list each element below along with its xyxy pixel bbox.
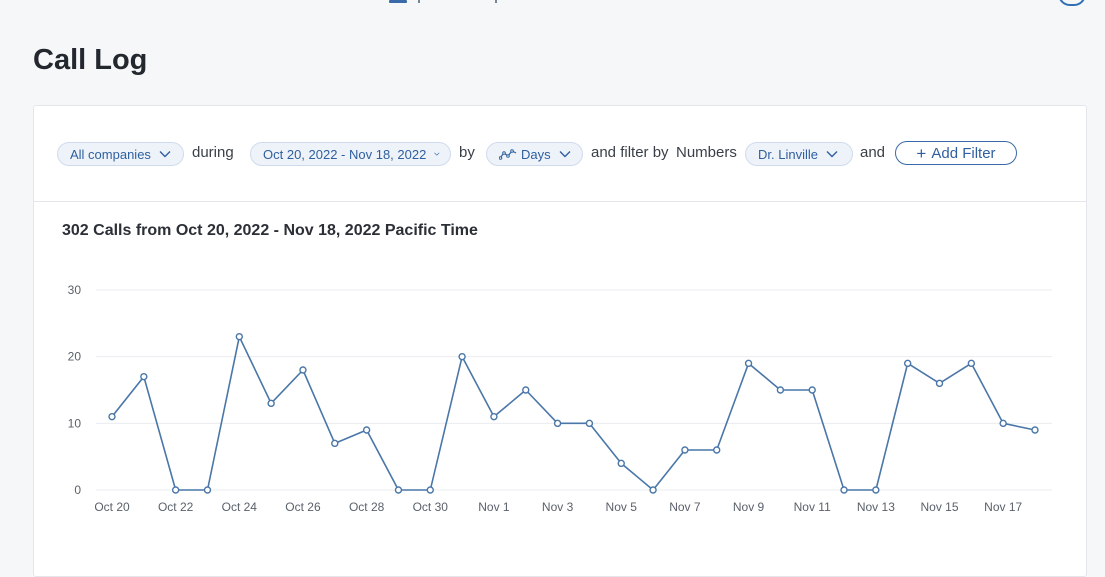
data-point bbox=[935, 379, 944, 388]
filter-bar: All companies during Oct 20, 2022 - Nov … bbox=[34, 106, 1086, 202]
granularity-select[interactable]: Days bbox=[486, 142, 583, 166]
x-tick-label: Oct 30 bbox=[413, 500, 449, 514]
x-tick-label: Oct 20 bbox=[94, 500, 130, 514]
data-point bbox=[681, 446, 689, 454]
during-label: during bbox=[192, 144, 234, 161]
x-tick-label: Oct 26 bbox=[285, 500, 321, 514]
company-select-label: All companies bbox=[70, 146, 151, 162]
y-tick-label: 0 bbox=[74, 483, 81, 497]
number-select[interactable]: Dr. Linville bbox=[745, 142, 853, 166]
chevron-down-icon bbox=[559, 151, 571, 158]
data-point bbox=[522, 386, 530, 394]
data-point bbox=[140, 372, 148, 381]
chart-title: 302 Calls from Oct 20, 2022 - Nov 18, 20… bbox=[62, 222, 478, 239]
x-tick-label: Oct 22 bbox=[158, 500, 194, 514]
company-select[interactable]: All companies bbox=[57, 142, 184, 166]
x-tick-label: Nov 9 bbox=[733, 500, 765, 514]
x-tick-label: Nov 11 bbox=[794, 500, 831, 514]
nav-fragment bbox=[418, 0, 420, 3]
x-tick-label: Nov 5 bbox=[606, 500, 638, 514]
chevron-down-icon bbox=[826, 151, 838, 158]
x-tick-label: Oct 28 bbox=[349, 500, 385, 514]
chevron-down-icon bbox=[434, 152, 440, 156]
data-point bbox=[903, 359, 912, 368]
plus-icon: + bbox=[916, 143, 927, 163]
and-label: and bbox=[860, 144, 886, 161]
data-point bbox=[203, 486, 212, 494]
data-point bbox=[999, 419, 1007, 428]
data-point bbox=[585, 419, 594, 428]
series-line bbox=[111, 335, 1036, 491]
data-point bbox=[1031, 426, 1039, 434]
data-point bbox=[553, 419, 562, 428]
data-point bbox=[299, 366, 307, 374]
data-point bbox=[362, 426, 371, 434]
data-point bbox=[649, 486, 657, 494]
data-point bbox=[458, 352, 466, 361]
x-tick-label: Oct 24 bbox=[222, 500, 258, 514]
y-tick-label: 10 bbox=[68, 416, 82, 430]
data-point bbox=[967, 359, 976, 368]
y-tick-label: 30 bbox=[68, 283, 82, 297]
data-point bbox=[171, 486, 180, 494]
date-range-label: Oct 20, 2022 - Nov 18, 2022 bbox=[263, 146, 427, 162]
date-range-select[interactable]: Oct 20, 2022 - Nov 18, 2022 bbox=[250, 142, 451, 166]
by-label: by bbox=[459, 144, 475, 161]
chevron-down-icon bbox=[159, 151, 171, 158]
data-point bbox=[808, 386, 816, 394]
data-point bbox=[394, 486, 403, 494]
page-title: Call Log bbox=[33, 44, 148, 76]
numbers-label: Numbers bbox=[676, 144, 737, 161]
data-point bbox=[776, 386, 785, 394]
number-select-label: Dr. Linville bbox=[758, 146, 818, 162]
data-point bbox=[108, 412, 116, 421]
data-point bbox=[744, 359, 753, 368]
x-tick-label: Nov 7 bbox=[669, 500, 701, 514]
active-tab-indicator bbox=[389, 0, 407, 3]
line-chart-icon bbox=[499, 149, 517, 160]
data-point bbox=[426, 486, 434, 494]
add-filter-label: Add Filter bbox=[931, 144, 996, 162]
data-point bbox=[713, 446, 721, 454]
avatar[interactable] bbox=[1058, 0, 1086, 6]
data-point bbox=[872, 486, 880, 494]
x-tick-label: Nov 15 bbox=[921, 500, 959, 514]
data-point bbox=[331, 439, 339, 448]
data-point bbox=[840, 486, 848, 494]
x-tick-label: Nov 17 bbox=[984, 500, 1022, 514]
x-tick-label: Nov 13 bbox=[857, 500, 895, 514]
call-log-card: All companies during Oct 20, 2022 - Nov … bbox=[33, 105, 1087, 577]
filter-by-label: and filter by bbox=[591, 144, 669, 161]
x-tick-label: Nov 1 bbox=[478, 500, 510, 514]
y-tick-label: 20 bbox=[68, 350, 82, 364]
data-point bbox=[617, 459, 625, 468]
x-tick-label: Nov 3 bbox=[542, 500, 574, 514]
data-point bbox=[235, 332, 244, 341]
nav-fragment bbox=[495, 0, 497, 3]
add-filter-button[interactable]: + Add Filter bbox=[895, 141, 1017, 165]
data-point bbox=[490, 412, 498, 421]
granularity-label: Days bbox=[521, 146, 551, 162]
top-nav-fragment bbox=[0, 0, 1105, 6]
data-point bbox=[267, 399, 275, 408]
calls-line-chart: 0 10 20 30 Oct 20 Oct 22 Oct 24 Oct 26 Oct 28 Oct… bbox=[68, 283, 1052, 514]
